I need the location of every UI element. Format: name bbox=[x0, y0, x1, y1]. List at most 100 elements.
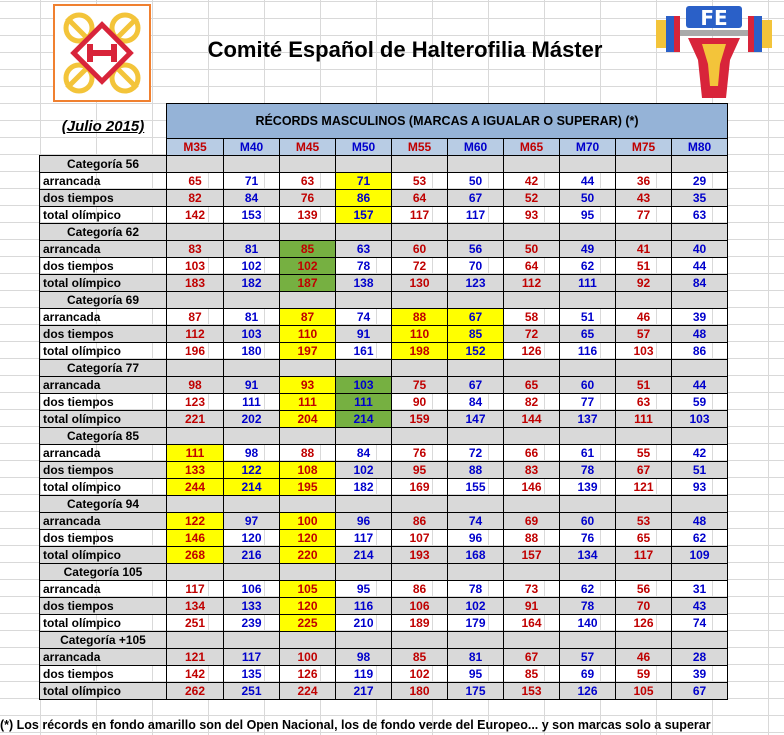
record-value: 85 bbox=[447, 325, 504, 343]
category-name: Categoría 69 bbox=[39, 291, 167, 309]
record-value: 107 bbox=[391, 529, 448, 547]
record-value: 58 bbox=[503, 308, 560, 326]
category-row: Categoría 77 bbox=[39, 359, 728, 377]
record-value: 126 bbox=[615, 614, 672, 632]
record-row: total olímpico 262 251 224 217 180 175 153 126 10… bbox=[39, 682, 728, 700]
record-value: 83 bbox=[166, 240, 224, 258]
record-value: 103 bbox=[166, 257, 224, 275]
record-value: 111 bbox=[559, 274, 616, 292]
record-row: total olímpico 268 216 220 214 193 168 157 134 11… bbox=[39, 546, 728, 564]
record-row: dos tiempos 133 122 108 102 95 88 83 78 67 51 bbox=[39, 461, 728, 479]
record-value: 189 bbox=[391, 614, 448, 632]
halterofilia-logo bbox=[53, 4, 151, 102]
record-value: 187 bbox=[279, 274, 336, 292]
barbell-emblem-icon bbox=[63, 12, 141, 94]
record-value: 144 bbox=[503, 410, 560, 428]
age-group-header: M75 bbox=[615, 138, 672, 156]
record-value: 82 bbox=[166, 189, 224, 207]
empty-cell bbox=[166, 291, 224, 309]
lift-label: total olímpico bbox=[39, 614, 167, 632]
record-value: 110 bbox=[391, 325, 448, 343]
table-title: RÉCORDS MASCULINOS (MARCAS A IGUALAR O S… bbox=[166, 103, 728, 139]
record-value: 193 bbox=[391, 546, 448, 564]
record-value: 109 bbox=[671, 546, 728, 564]
empty-cell bbox=[671, 223, 728, 241]
category-row: Categoría 62 bbox=[39, 223, 728, 241]
empty-cell bbox=[223, 631, 280, 649]
record-value: 90 bbox=[391, 393, 448, 411]
empty-cell bbox=[223, 563, 280, 581]
record-value: 57 bbox=[615, 325, 672, 343]
record-value: 105 bbox=[615, 682, 672, 700]
age-group-header: M70 bbox=[559, 138, 616, 156]
record-value: 102 bbox=[279, 257, 336, 275]
record-value: 44 bbox=[671, 376, 728, 394]
empty-cell bbox=[671, 155, 728, 173]
record-value: 51 bbox=[671, 461, 728, 479]
record-value: 111 bbox=[615, 410, 672, 428]
record-value: 69 bbox=[559, 665, 616, 683]
lift-label: dos tiempos bbox=[39, 461, 167, 479]
record-value: 175 bbox=[447, 682, 504, 700]
record-value: 146 bbox=[503, 478, 560, 496]
record-value: 31 bbox=[671, 580, 728, 598]
empty-cell bbox=[671, 291, 728, 309]
record-value: 73 bbox=[503, 580, 560, 598]
record-value: 262 bbox=[166, 682, 224, 700]
record-value: 130 bbox=[391, 274, 448, 292]
category-row: Categoría 69 bbox=[39, 291, 728, 309]
date-label: (Julio 2015) bbox=[61, 118, 145, 135]
record-row: arrancada 87 81 87 74 88 67 58 51 46 39 bbox=[39, 308, 728, 326]
record-value: 84 bbox=[447, 393, 504, 411]
record-value: 210 bbox=[335, 614, 392, 632]
lift-label: arrancada bbox=[39, 172, 167, 190]
record-value: 138 bbox=[335, 274, 392, 292]
record-value: 119 bbox=[335, 665, 392, 683]
record-value: 123 bbox=[166, 393, 224, 411]
record-value: 64 bbox=[503, 257, 560, 275]
record-value: 204 bbox=[279, 410, 336, 428]
record-value: 92 bbox=[615, 274, 672, 292]
empty-cell bbox=[166, 495, 224, 513]
record-value: 198 bbox=[391, 342, 448, 360]
empty-cell bbox=[279, 631, 336, 649]
record-value: 59 bbox=[671, 393, 728, 411]
empty-cell bbox=[615, 223, 672, 241]
record-value: 85 bbox=[279, 240, 336, 258]
record-value: 67 bbox=[447, 308, 504, 326]
record-value: 102 bbox=[335, 461, 392, 479]
record-value: 67 bbox=[447, 376, 504, 394]
record-value: 102 bbox=[447, 597, 504, 615]
age-group-header: M45 bbox=[279, 138, 336, 156]
record-value: 78 bbox=[447, 580, 504, 598]
record-value: 60 bbox=[559, 376, 616, 394]
empty-cell bbox=[335, 495, 392, 513]
record-value: 53 bbox=[615, 512, 672, 530]
record-value: 63 bbox=[671, 206, 728, 224]
empty-cell bbox=[447, 155, 504, 173]
record-value: 62 bbox=[559, 580, 616, 598]
record-value: 103 bbox=[671, 410, 728, 428]
record-value: 102 bbox=[223, 257, 280, 275]
record-value: 51 bbox=[615, 257, 672, 275]
lift-label: dos tiempos bbox=[39, 325, 167, 343]
record-value: 120 bbox=[279, 597, 336, 615]
record-value: 179 bbox=[447, 614, 504, 632]
record-value: 126 bbox=[559, 682, 616, 700]
record-value: 142 bbox=[166, 665, 224, 683]
federacion-logo: FE bbox=[656, 4, 772, 100]
category-row: Categoría 56 bbox=[39, 155, 728, 173]
record-value: 63 bbox=[615, 393, 672, 411]
empty-cell bbox=[279, 223, 336, 241]
record-value: 72 bbox=[447, 444, 504, 462]
record-value: 251 bbox=[223, 682, 280, 700]
record-row: total olímpico 251 239 225 210 189 179 164 140 12… bbox=[39, 614, 728, 632]
empty-cell bbox=[335, 291, 392, 309]
category-name: Categoría +105 bbox=[39, 631, 167, 649]
record-value: 56 bbox=[615, 580, 672, 598]
record-value: 88 bbox=[391, 308, 448, 326]
record-value: 77 bbox=[615, 206, 672, 224]
record-value: 111 bbox=[223, 393, 280, 411]
record-value: 120 bbox=[279, 529, 336, 547]
empty-cell bbox=[671, 359, 728, 377]
